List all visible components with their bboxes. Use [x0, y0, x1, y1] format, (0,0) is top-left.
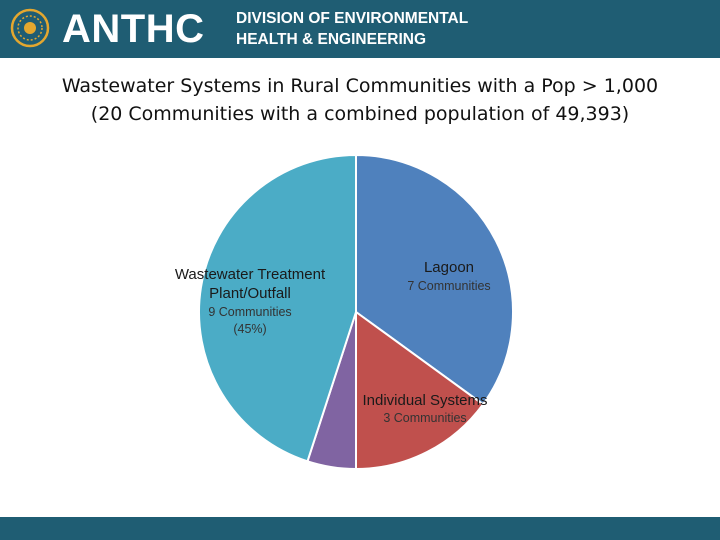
division-line-1: DIVISION OF ENVIRONMENTAL: [236, 10, 469, 27]
chart-title: Wastewater Systems in Rural Communities …: [0, 72, 720, 128]
pie-slice-individual-systems: [355, 310, 485, 471]
slice-value-treatment: 9 Communities: [208, 305, 291, 319]
footer-bar: [0, 517, 720, 540]
slice-name-lagoon: Lagoon: [424, 259, 474, 276]
pie-slice-lagoon: [355, 153, 514, 406]
chart-title-line-2: (20 Communities with a combined populati…: [90, 103, 630, 125]
slice-name-treatment-line-2: Plant/Outfall: [209, 285, 291, 302]
division-name: DIVISION OF ENVIRONMENTAL HEALTH & ENGIN…: [236, 8, 468, 50]
division-line-2: HEALTH & ENGINEERING: [236, 31, 427, 48]
logo-text: ANTHC: [62, 7, 205, 51]
slice-value-individual-systems: 3 Communities: [383, 411, 466, 425]
header-bar: ANTHC DIVISION OF ENVIRONMENTAL HEALTH &…: [0, 0, 720, 58]
slice-name-individual-systems: Individual Systems: [362, 392, 487, 409]
pie-slice-wastewater-treatment-plant-outfall: [198, 153, 357, 463]
slice-percent-treatment: (45%): [233, 322, 266, 336]
slice-value-lagoon: 7 Communities: [407, 279, 490, 293]
anthc-seal-icon: [10, 8, 50, 48]
slice-name-treatment-line-1: Wastewater Treatment: [175, 266, 326, 283]
chart-title-line-1: Wastewater Systems in Rural Communities …: [61, 75, 659, 97]
